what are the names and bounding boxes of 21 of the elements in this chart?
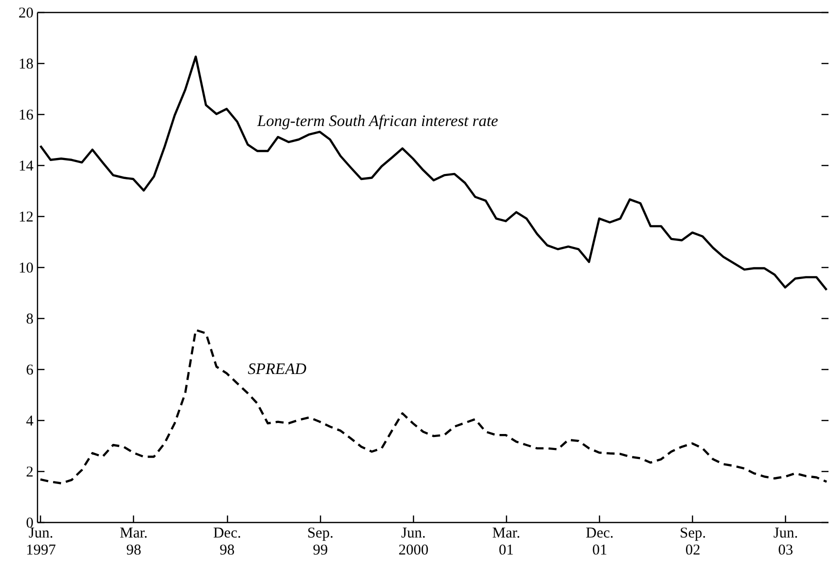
series-label: Long-term South African interest rate [256,112,498,130]
y-tick-label: 10 [18,260,34,276]
line-series [39,328,828,484]
x-tick-label: Dec. 01 [586,526,614,558]
y-tick-label: 4 [26,414,34,430]
x-tick-label: Mar. 01 [492,526,520,558]
x-tick-label: Jun. 03 [773,526,798,558]
x-tick-label: Jun. 2000 [398,526,428,558]
y-tick-label: 8 [26,312,34,328]
y-tick-label: 16 [18,108,34,124]
y-tick-label: 12 [18,210,34,226]
y-tick-label: 6 [26,362,34,378]
y-tick-label: 2 [26,464,34,480]
y-tick-label: 18 [18,56,34,72]
y-tick-label: 14 [18,158,34,174]
x-tick-label: Mar. 98 [120,526,148,558]
series-label: SPREAD [248,361,307,378]
x-tick-label: Sep. 99 [307,526,334,558]
x-tick-label: Sep. 02 [680,526,706,558]
x-tick-label: Dec. 98 [213,526,242,558]
y-tick-label: 20 [18,6,34,22]
